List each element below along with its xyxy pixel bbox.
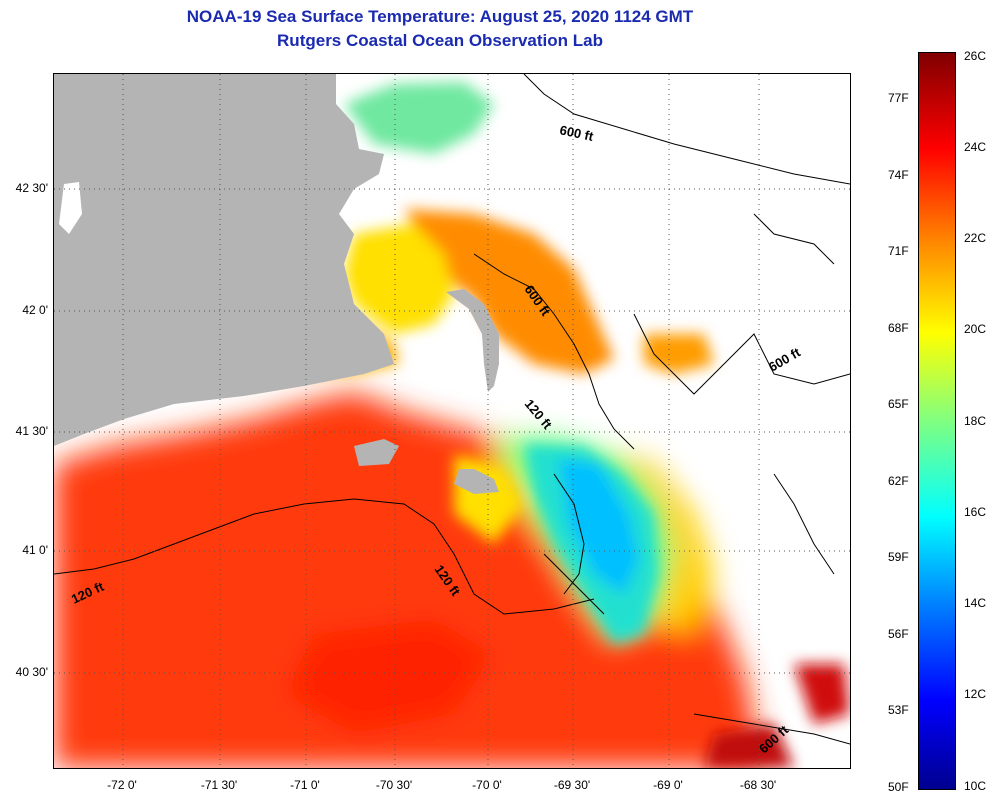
colorbar-c-label: 14C [964,596,987,610]
colorbar-c-label: 16C [964,505,987,519]
colorbar-f-label: 62F [888,474,909,488]
contour-ridge-2 [753,213,835,265]
lon-label: -69 30' [553,778,591,792]
contour-label: 600 ft [558,122,595,144]
colorbar-c-label: 26C [964,49,987,63]
contour-600ft-south [693,713,850,745]
new-england-land [54,74,394,446]
land-masses [54,74,499,494]
cape-cod-land [446,289,499,392]
colorbar-c-label: 12C [964,687,987,701]
colorbar-f-label: 65F [888,397,909,411]
contour-shoal-2 [543,553,605,615]
lat-label: 42 30' [15,181,48,195]
lat-label: 40 30' [15,665,48,679]
lon-label: -71 0' [290,778,320,792]
colorbar-f-label: 50F [888,780,909,794]
map-title: NOAA-19 Sea Surface Temperature: August … [186,7,694,26]
colorbar-c-label: 18C [964,414,987,428]
sst-map[interactable]: 600 ft 600 ft 600 ft 600 ft 120 ft 120 f… [53,73,851,769]
contour-600ft-north [523,74,850,185]
nantucket-land [454,469,499,494]
lat-label: 42 0' [22,303,48,317]
colorbar-f-label: 56F [888,627,909,641]
lon-label: -69 0' [653,778,683,792]
map-subtitle: Rutgers Coastal Ocean Observation Lab [277,31,603,50]
colorbar-f-label: 53F [888,703,909,717]
lon-label: -68 30' [739,778,777,792]
contour-600ft-inner [473,253,635,450]
contour-120ft [54,498,595,615]
lon-label: -71 30' [200,778,238,792]
contour-600ft-east [633,313,850,395]
colorbar-f-label: 71F [888,244,909,258]
temperature-colorbar [918,52,956,790]
marthas-vineyard-land [354,439,399,466]
lon-label: -70 30' [375,778,413,792]
graticule [54,74,850,768]
lon-label: -70 0' [472,778,502,792]
contour-shoal-1 [553,473,585,595]
colorbar-c-label: 22C [964,231,987,245]
colorbar-f-label: 68F [888,321,909,335]
sst-map-canvas: 600 ft 600 ft 600 ft 600 ft 120 ft 120 f… [54,74,850,768]
contour-ridge-1 [773,473,835,575]
colorbar-c-label: 24C [964,140,987,154]
colorbar-c-label: 10C [964,779,987,793]
lat-label: 41 0' [22,543,48,557]
colorbar-f-label: 74F [888,168,909,182]
colorbar-f-label: 59F [888,550,909,564]
lat-label: 41 30' [15,424,48,438]
colorbar-f-label: 77F [888,91,909,105]
harbor-area [59,182,82,234]
bathymetry-contours [54,74,850,745]
colorbar-c-label: 20C [964,322,987,336]
contour-label: 600 ft [766,344,803,374]
contour-label: 120 ft [522,396,556,432]
lon-label: -72 0' [107,778,137,792]
